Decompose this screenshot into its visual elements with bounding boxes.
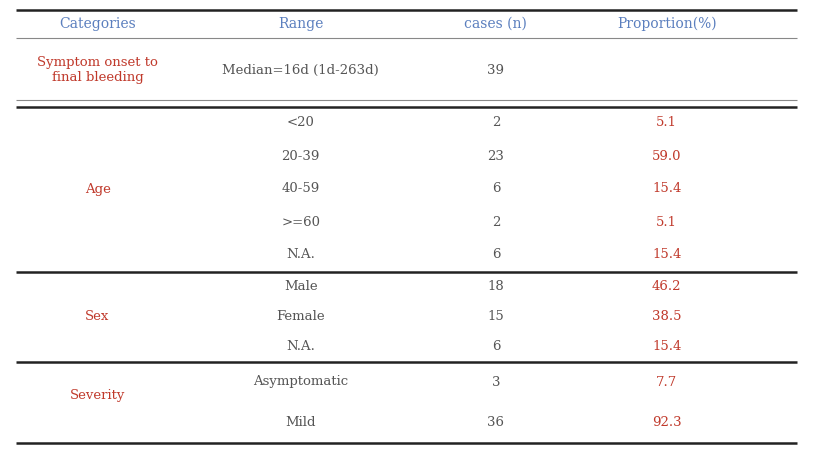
Text: 39: 39 (488, 64, 504, 76)
Text: Sex: Sex (85, 310, 110, 324)
Text: 92.3: 92.3 (652, 415, 681, 429)
Text: 2: 2 (492, 216, 500, 228)
Text: 20-39: 20-39 (281, 149, 320, 163)
Text: 59.0: 59.0 (652, 149, 681, 163)
Text: Categories: Categories (59, 17, 136, 31)
Text: 23: 23 (488, 149, 504, 163)
Text: Range: Range (278, 17, 324, 31)
Text: Proportion(%): Proportion(%) (617, 17, 716, 31)
Text: Severity: Severity (70, 388, 125, 402)
Text: 7.7: 7.7 (656, 376, 677, 388)
Text: 15.4: 15.4 (652, 182, 681, 196)
Text: N.A.: N.A. (286, 340, 315, 354)
Text: 5.1: 5.1 (656, 117, 677, 129)
Text: cases (n): cases (n) (464, 17, 528, 31)
Text: 6: 6 (492, 249, 500, 261)
Text: Female: Female (276, 310, 325, 324)
Text: 36: 36 (488, 415, 504, 429)
Text: 15: 15 (488, 310, 504, 324)
Text: Median=16d (1d-263d): Median=16d (1d-263d) (223, 64, 379, 76)
Text: Mild: Mild (285, 415, 316, 429)
Text: >=60: >=60 (281, 216, 320, 228)
Text: Asymptomatic: Asymptomatic (253, 376, 349, 388)
Text: 40-59: 40-59 (281, 182, 320, 196)
Text: 6: 6 (492, 340, 500, 354)
Text: 38.5: 38.5 (652, 310, 681, 324)
Text: 6: 6 (492, 182, 500, 196)
Text: 15.4: 15.4 (652, 249, 681, 261)
Text: 15.4: 15.4 (652, 340, 681, 354)
Text: 5.1: 5.1 (656, 216, 677, 228)
Text: 2: 2 (492, 117, 500, 129)
Text: 3: 3 (492, 376, 500, 388)
Text: 18: 18 (488, 281, 504, 293)
Text: Male: Male (284, 281, 318, 293)
Text: <20: <20 (287, 117, 315, 129)
Text: Age: Age (85, 184, 111, 197)
Text: Symptom onset to
final bleeding: Symptom onset to final bleeding (37, 56, 158, 84)
Text: N.A.: N.A. (286, 249, 315, 261)
Text: 46.2: 46.2 (652, 281, 681, 293)
